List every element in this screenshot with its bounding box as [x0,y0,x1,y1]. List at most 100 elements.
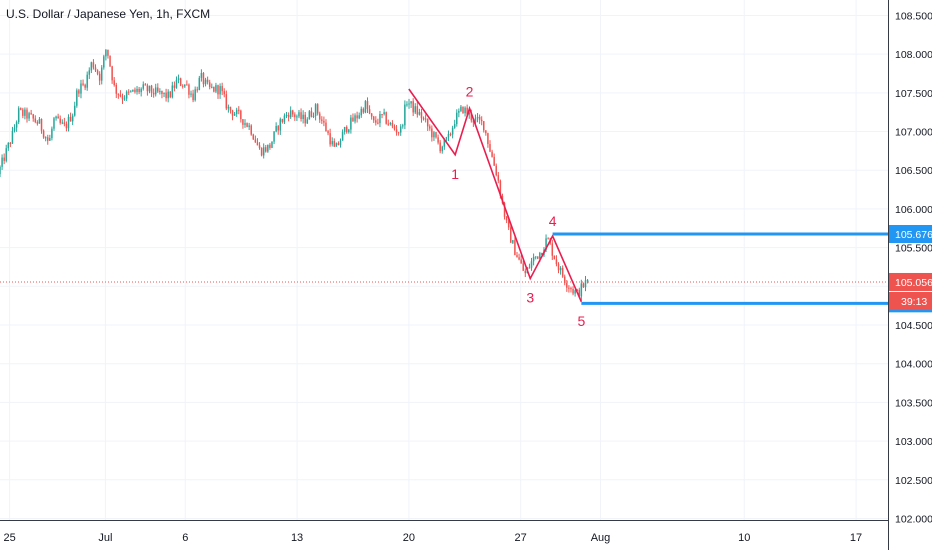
candle-body [3,157,5,161]
candle-body [462,106,464,114]
candle-body [36,122,39,124]
candle-body [55,116,57,119]
candle-body [227,106,230,109]
y-tick-label: 106.500 [895,165,932,177]
x-tick-label: 13 [291,532,303,544]
candle-body [547,238,549,240]
candle-body [181,85,184,87]
candle-body [103,56,105,68]
candle-body [173,85,176,88]
candle-body [478,116,481,120]
candle-body [277,126,279,131]
y-tick-label: 105.500 [895,243,932,255]
candle-body [555,259,558,265]
candle-body [321,119,323,121]
candle-body [439,142,441,152]
candle-body [557,264,560,271]
candle-body [273,131,275,142]
candle-body [169,91,172,98]
candle-body [302,114,304,119]
candle-body [229,106,232,111]
candle-body [242,119,244,125]
candle-body [179,78,182,86]
candle-body [387,123,390,125]
candle-body [283,115,286,122]
candle-body [379,114,381,124]
candle-body [125,91,128,99]
candle-body [304,114,306,124]
candle-body [11,130,14,144]
x-tick-label: 20 [403,532,415,544]
y-tick-label: 107.500 [895,88,932,100]
candle-body [240,110,242,120]
candle-body [225,94,228,109]
candle-body [570,288,572,290]
candle-body [429,126,431,129]
candle-body [100,67,103,81]
candle-body [80,83,82,94]
candle-body [385,112,387,124]
candle-body [447,134,450,138]
candle-body [94,67,97,71]
candle-body [402,125,404,127]
candle-body [474,118,477,123]
candle-body [294,114,296,118]
candle-body [73,105,76,116]
candle-body [524,270,527,274]
candle-body [586,280,589,282]
candle-body [350,117,352,130]
candle-body [84,84,86,88]
candle-body [34,118,37,123]
x-tick-label: Aug [591,532,611,544]
candle-body [298,112,300,117]
candle-body [132,89,134,92]
wave-line[interactable] [408,88,583,303]
candle-body [416,106,419,115]
candle-body [279,119,282,131]
y-tick-label: 103.500 [895,397,932,409]
candle-body [412,101,414,113]
candle-body [553,255,556,260]
candle-body [127,91,130,93]
candle-body [51,128,53,139]
candle-body [217,85,219,95]
candle-body [443,138,446,147]
candle-body [42,130,45,138]
candle-body [522,263,524,271]
candle-body [262,147,265,156]
y-tick-label: 103.000 [895,436,932,448]
candle-body [163,92,165,94]
candle-body [57,116,59,119]
candle-body [117,93,120,95]
candle-body [327,131,329,134]
candle-body [184,84,186,87]
candle-body [146,85,149,92]
candle-body [308,111,311,120]
candle-body [194,89,196,101]
candle-body [578,289,581,297]
x-tick-label: 10 [738,532,750,544]
candle-body [98,73,101,81]
candle-body [468,112,470,115]
current-price-tag-bg [889,272,932,291]
candle-body [250,125,252,135]
candle-body [113,80,115,86]
candle-body [223,91,225,95]
candle-body [15,122,18,128]
candle-body [144,84,147,86]
candle-body [441,146,443,152]
candle-body [426,119,429,127]
candle-body [198,77,201,91]
candle-body [92,62,95,68]
candle-body [215,85,217,92]
candle-body [489,144,491,152]
candle-body [20,108,22,110]
candle-body [111,66,113,81]
candle-body [105,49,107,57]
candle-body [512,240,514,243]
candle-body [115,85,118,94]
candle-body [337,143,340,145]
candle-body [90,62,93,71]
